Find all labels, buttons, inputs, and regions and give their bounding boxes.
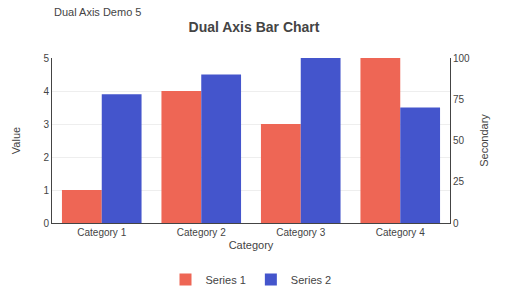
svg-text:Category 2: Category 2 — [177, 227, 226, 238]
svg-text:25: 25 — [453, 176, 465, 187]
svg-text:Category 3: Category 3 — [276, 227, 325, 238]
svg-text:Category 4: Category 4 — [376, 227, 425, 238]
svg-text:Series 1: Series 1 — [206, 274, 246, 286]
svg-text:50: 50 — [453, 135, 465, 146]
svg-text:0: 0 — [453, 218, 459, 229]
svg-text:2: 2 — [43, 152, 49, 163]
svg-text:5: 5 — [43, 53, 49, 64]
svg-text:0: 0 — [43, 218, 49, 229]
svg-text:Dual Axis Bar Chart: Dual Axis Bar Chart — [189, 19, 320, 35]
svg-text:Series 2: Series 2 — [291, 274, 331, 286]
svg-text:75: 75 — [453, 94, 465, 105]
svg-text:Category 1: Category 1 — [77, 227, 126, 238]
svg-text:100: 100 — [453, 53, 470, 64]
svg-text:1: 1 — [43, 185, 49, 196]
svg-text:3: 3 — [43, 119, 49, 130]
svg-text:Category: Category — [229, 239, 274, 251]
svg-text:4: 4 — [43, 86, 49, 97]
svg-text:Secondary: Secondary — [478, 114, 490, 167]
svg-text:Value: Value — [10, 127, 22, 154]
svg-text:Dual Axis Demo 5: Dual Axis Demo 5 — [54, 6, 141, 18]
